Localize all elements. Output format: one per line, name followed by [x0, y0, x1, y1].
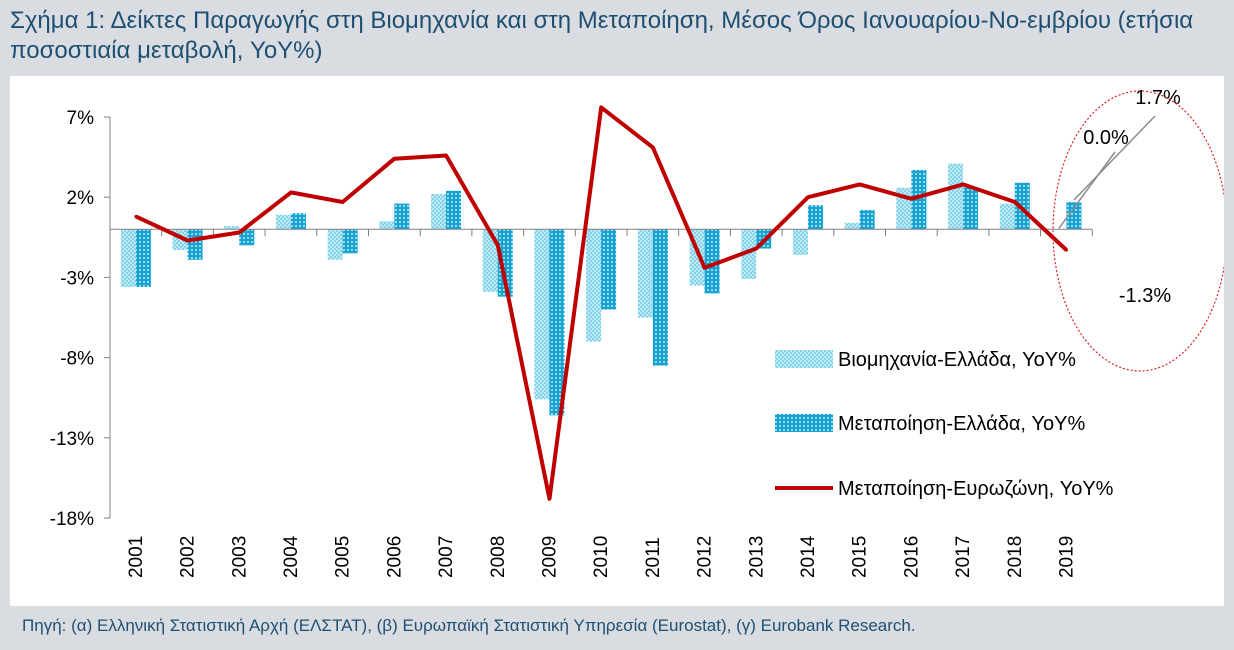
bar-industry-2008: [482, 229, 498, 292]
x-tick-label-2005: 2005: [333, 536, 354, 578]
eurozone-point-2009: [547, 497, 551, 501]
bar-industry-2003: [224, 226, 240, 230]
y-tick-label: -3%: [60, 268, 94, 289]
highlight-ellipse: [1052, 90, 1224, 372]
x-tick-label-2019: 2019: [1056, 536, 1077, 578]
x-tick-label-2007: 2007: [436, 536, 457, 578]
annotation-minus-1-3: -1.3%: [1119, 285, 1171, 307]
x-tick-label-2015: 2015: [850, 536, 871, 578]
bar-manufacturing-2010: [601, 229, 617, 310]
bar-industry-2006: [379, 221, 395, 230]
bar-manufacturing-2001: [135, 229, 151, 288]
x-tick-label-2018: 2018: [1005, 536, 1026, 578]
x-tick-label-2008: 2008: [488, 536, 509, 578]
legend-label-industry: Βιομηχανία-Ελλάδα, YoY%: [838, 349, 1076, 371]
chart-title: Σχήμα 1: Δείκτες Παραγωγής στη Βιομηχανί…: [10, 7, 1194, 64]
eurozone-point-2015: [858, 182, 862, 186]
eurozone-point-2007: [444, 153, 448, 157]
eurozone-point-2003: [237, 230, 241, 234]
eurozone-point-2018: [1013, 200, 1017, 204]
bar-industry-2013: [741, 229, 757, 280]
eurozone-point-2012: [703, 266, 707, 270]
bar-industry-2005: [327, 229, 343, 260]
bar-manufacturing-2009: [549, 229, 565, 416]
chart-panel: 7% 2% -3% -8% -13% -18% 2001 2002 2003 2004 2005 20…: [10, 76, 1224, 606]
bar-manufacturing-2006: [394, 203, 410, 230]
legend-label-eurozone: Μεταποίηση-Ευρωζώνη, YoY%: [838, 478, 1114, 500]
bar-manufacturing-2012: [704, 229, 720, 294]
eurozone-point-2008: [496, 243, 500, 247]
x-tick-label-2017: 2017: [953, 536, 974, 578]
eurozone-point-2010: [599, 105, 603, 109]
bar-manufacturing-2007: [446, 190, 462, 230]
y-tick-label: 2%: [67, 188, 95, 209]
x-tick-label-2001: 2001: [126, 536, 147, 578]
x-tick-label-2002: 2002: [178, 536, 199, 578]
x-tick-label-2012: 2012: [695, 536, 716, 578]
bar-industry-2004: [275, 214, 291, 230]
bar-industry-2010: [586, 229, 602, 342]
eurozone-point-2002: [186, 239, 190, 243]
bar-manufacturing-2008: [497, 229, 513, 297]
bar-manufacturing-2015: [859, 210, 875, 230]
annotation-1-7: 1.7%: [1135, 87, 1181, 109]
legend-swatch-industry: [775, 350, 833, 368]
x-tick-label-2014: 2014: [798, 535, 819, 578]
eurozone-point-2016: [909, 197, 913, 201]
bar-industry-2009: [534, 229, 550, 400]
eurozone-point-2013: [754, 247, 758, 251]
chart-svg: 7% 2% -3% -8% -13% -18% 2001 2002 2003 2004 2005 20…: [50, 87, 1224, 578]
source-note: Πηγή: (α) Ελληνική Στατιστική Αρχή (ΕΛΣΤ…: [22, 616, 916, 635]
bar-manufacturing-2005: [342, 229, 358, 254]
x-tick-label-2004: 2004: [281, 535, 302, 578]
eurozone-point-2006: [392, 157, 396, 161]
eurozone-point-2014: [806, 195, 810, 199]
x-tick-label-2011: 2011: [643, 537, 664, 578]
eurozone-point-2005: [341, 200, 345, 204]
x-tick-label-2016: 2016: [901, 536, 922, 578]
eurozone-point-2004: [289, 190, 293, 194]
bar-industry-2015: [844, 222, 860, 230]
eurozone-point-2019: [1064, 248, 1068, 252]
bar-manufacturing-2018: [1014, 182, 1030, 230]
x-tick-label-2003: 2003: [229, 536, 250, 578]
bar-industry-2001: [120, 229, 136, 288]
y-tick-label: -13%: [50, 429, 94, 450]
eurozone-point-2017: [961, 182, 965, 186]
bar-industry-2011: [637, 229, 653, 318]
bar-manufacturing-2011: [652, 229, 668, 366]
leader-0-0: [1058, 151, 1116, 229]
legend-label-manufacturing: Μεταποίηση-Ελλάδα, YoY%: [838, 413, 1085, 435]
bar-manufacturing-2003: [239, 229, 255, 246]
leader-1-7: [1073, 115, 1156, 201]
annotation-0-0: 0.0%: [1083, 127, 1129, 149]
bar-manufacturing-2014: [807, 205, 823, 230]
bar-manufacturing-2016: [911, 169, 927, 230]
eurozone-point-2001: [134, 214, 138, 218]
bar-industry-2018: [999, 203, 1015, 230]
bar-industry-2017: [948, 163, 964, 230]
bar-manufacturing-2019: [1066, 202, 1082, 230]
x-tick-label-2006: 2006: [384, 536, 405, 578]
bar-manufacturing-2017: [963, 187, 979, 230]
x-tick-label-2010: 2010: [591, 536, 612, 578]
y-tick-label: -18%: [50, 509, 94, 530]
y-tick-label: 7%: [67, 108, 95, 129]
bar-manufacturing-2004: [290, 213, 306, 230]
bar-industry-2007: [431, 193, 447, 230]
x-tick-label-2013: 2013: [746, 536, 767, 578]
bar-manufacturing-2002: [187, 229, 203, 260]
eurozone-point-2011: [651, 145, 655, 149]
bar-industry-2014: [792, 229, 808, 255]
y-tick-label: -8%: [60, 349, 94, 370]
legend-swatch-manufacturing: [775, 414, 833, 432]
x-tick-label-2009: 2009: [539, 536, 560, 578]
